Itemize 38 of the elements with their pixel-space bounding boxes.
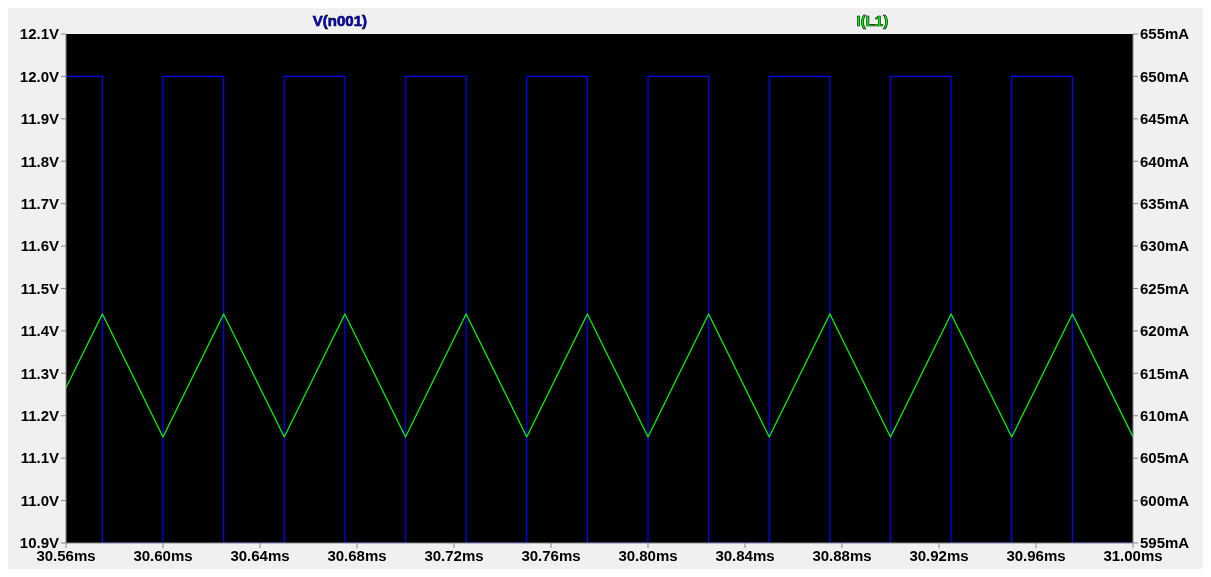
y2-tick-label: 640mA: [1140, 152, 1190, 170]
y2-tick-label: 625mA: [1140, 279, 1190, 297]
y2-tick-label: 645mA: [1140, 110, 1190, 128]
y-tick-label: 11.9V: [20, 110, 59, 128]
y2-tick-label: 610mA: [1140, 407, 1190, 425]
y2-tick-label: 635mA: [1140, 194, 1190, 212]
y-tick-label: 11.4V: [20, 322, 59, 340]
x-tick-label: 30.64ms: [230, 546, 290, 564]
y2-tick-label: 620mA: [1140, 322, 1190, 340]
y2-tick-label: 650mA: [1140, 67, 1190, 85]
y2-tick-label: 600mA: [1140, 491, 1190, 509]
y2-tick-label: 630mA: [1140, 237, 1190, 255]
x-tick-label: 30.88ms: [812, 546, 872, 564]
y-tick-label: 12.1V: [19, 25, 59, 43]
y-tick-label: 11.5V: [20, 279, 59, 297]
y-tick-label: 11.0V: [20, 491, 59, 509]
y2-tick-label: 615mA: [1140, 364, 1190, 382]
x-tick-label: 30.72ms: [424, 546, 484, 564]
y-tick-label: 11.8V: [20, 152, 59, 170]
x-tick-label: 30.84ms: [715, 546, 775, 564]
y2-tick-label: 595mA: [1140, 534, 1190, 552]
y-tick-label: 11.1V: [20, 449, 59, 467]
x-tick-label: 30.68ms: [327, 546, 387, 564]
y2-tick-label: 605mA: [1140, 449, 1190, 467]
y-tick-label: 11.3V: [20, 364, 59, 382]
y-tick-label: 11.7V: [20, 194, 59, 212]
y-tick-label: 12.0V: [19, 67, 59, 85]
y-tick-label: 11.2V: [20, 407, 59, 425]
x-tick-label: 30.76ms: [521, 546, 581, 564]
x-tick-label: 30.92ms: [909, 546, 969, 564]
y2-tick-label: 655mA: [1140, 25, 1190, 43]
x-tick-label: 30.80ms: [618, 546, 678, 564]
text: I(L1): [856, 12, 889, 31]
x-tick-label: 30.96ms: [1006, 546, 1066, 564]
y-tick-label: 11.6V: [20, 237, 59, 255]
y-tick-label: 10.9V: [19, 534, 59, 552]
text: V(n001): [312, 12, 367, 31]
x-tick-label: 30.60ms: [133, 546, 193, 564]
